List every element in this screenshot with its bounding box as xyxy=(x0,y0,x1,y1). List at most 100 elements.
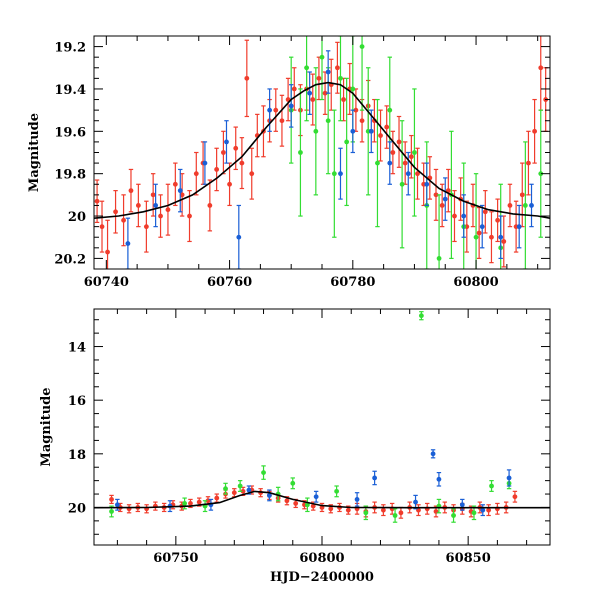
x-tick-label: 60740 xyxy=(84,275,129,290)
data-point xyxy=(498,234,504,240)
data-point xyxy=(408,154,414,160)
x-tick-label: 60850 xyxy=(446,551,491,566)
data-point xyxy=(380,507,386,513)
data-point xyxy=(304,502,310,508)
data-point xyxy=(202,160,208,166)
y-tick-label: 18 xyxy=(68,448,86,463)
series-red xyxy=(94,36,549,269)
data-point xyxy=(442,196,448,202)
y-tick-label: 19.8 xyxy=(54,168,86,183)
data-point xyxy=(214,167,220,172)
data-point xyxy=(338,171,343,177)
x-tick-label: 60780 xyxy=(330,275,375,290)
model-fit-curve xyxy=(94,81,550,219)
data-point xyxy=(214,495,220,501)
data-point xyxy=(143,224,149,230)
data-point xyxy=(372,475,378,481)
data-point xyxy=(310,503,316,509)
data-point xyxy=(436,256,442,261)
data-point xyxy=(279,118,285,124)
data-point xyxy=(135,203,141,208)
x-tick-label: 60750 xyxy=(153,551,198,566)
data-point xyxy=(236,234,242,240)
data-point xyxy=(368,128,374,134)
data-point xyxy=(249,171,255,177)
data-point xyxy=(109,497,114,502)
data-point xyxy=(480,507,486,513)
data-point xyxy=(399,181,405,187)
data-point xyxy=(322,90,328,96)
data-point xyxy=(193,171,199,177)
data-point xyxy=(387,160,393,166)
data-point xyxy=(179,192,185,198)
y-tick-label: 19.4 xyxy=(54,83,86,98)
data-point xyxy=(501,239,507,244)
data-point xyxy=(418,313,424,319)
data-point xyxy=(246,487,252,493)
data-point xyxy=(482,209,488,215)
data-point xyxy=(479,224,485,230)
data-point xyxy=(316,75,322,81)
data-point xyxy=(128,188,134,194)
data-point xyxy=(489,234,494,240)
data-point xyxy=(284,498,290,504)
data-point xyxy=(413,499,418,505)
x-tick-label: 60760 xyxy=(207,275,252,290)
data-point xyxy=(452,213,457,219)
data-point xyxy=(288,103,294,109)
data-point xyxy=(430,451,436,457)
data-point xyxy=(105,249,110,255)
data-point xyxy=(158,213,163,219)
data-point xyxy=(182,501,188,506)
data-point xyxy=(396,139,402,145)
data-point xyxy=(313,494,319,500)
data-point xyxy=(298,150,303,155)
data-point xyxy=(398,510,404,516)
data-point xyxy=(310,97,316,102)
data-point xyxy=(153,203,159,208)
data-point xyxy=(266,492,272,498)
x-tick-label: 60800 xyxy=(453,275,498,290)
data-point xyxy=(350,128,356,134)
y-tick-label: 14 xyxy=(68,341,86,356)
data-point xyxy=(188,501,193,506)
data-point xyxy=(538,171,544,177)
x-axis-title: HJD−2400000 xyxy=(270,570,374,585)
x-tick-label: 60800 xyxy=(299,551,344,566)
data-point xyxy=(489,483,494,489)
data-point xyxy=(476,230,482,236)
data-point xyxy=(114,502,120,508)
data-point xyxy=(359,44,365,49)
data-point xyxy=(341,97,346,102)
data-point xyxy=(387,107,393,113)
plot-area xyxy=(94,36,550,269)
data-point xyxy=(353,107,359,113)
data-point xyxy=(172,181,178,187)
data-point xyxy=(378,133,383,138)
data-point xyxy=(375,160,380,166)
data-point xyxy=(526,160,531,166)
model-fit-curve xyxy=(94,490,550,509)
data-point xyxy=(338,75,343,81)
data-point xyxy=(335,65,340,71)
data-point xyxy=(507,203,513,208)
data-point xyxy=(436,476,442,482)
data-point xyxy=(237,483,243,489)
data-point xyxy=(384,124,390,130)
data-point xyxy=(325,118,331,124)
data-point xyxy=(334,488,340,494)
y-tick-label: 20.2 xyxy=(54,252,86,267)
data-point xyxy=(532,128,537,134)
data-point xyxy=(390,150,396,155)
data-point xyxy=(512,494,518,500)
data-point xyxy=(471,510,477,516)
data-point xyxy=(227,181,232,187)
data-point xyxy=(221,150,226,155)
data-point xyxy=(273,107,279,113)
data-point xyxy=(121,217,126,223)
data-point xyxy=(231,490,237,496)
data-point xyxy=(331,171,337,177)
data-point xyxy=(150,192,156,198)
data-point xyxy=(415,171,420,177)
data-point xyxy=(290,480,296,486)
